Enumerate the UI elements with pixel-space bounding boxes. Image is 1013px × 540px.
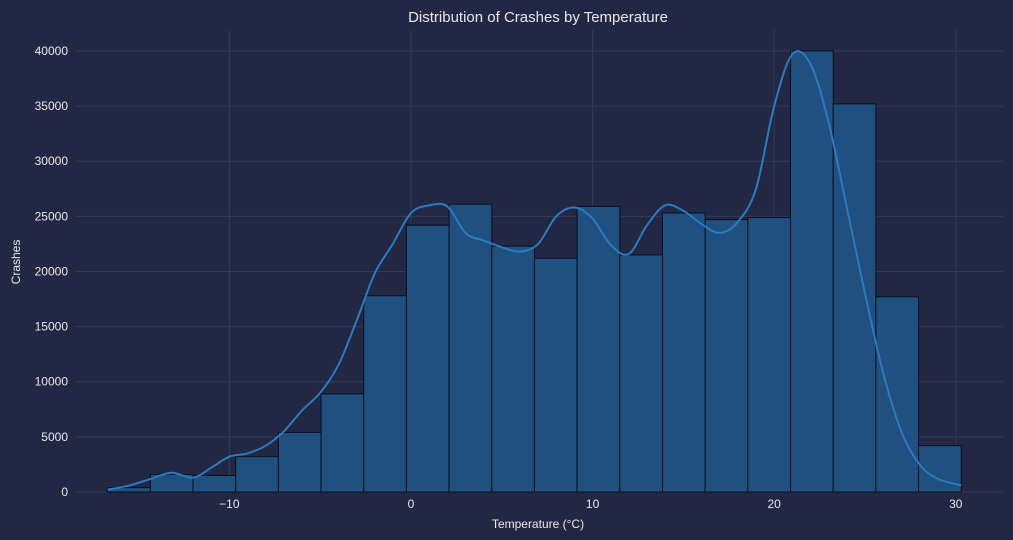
histogram-bar [277, 431, 322, 493]
x-tick-label: 30 [949, 497, 963, 511]
y-tick-labels: 0 5000 10000 15000 20000 25000 30000 35000 40000 [35, 44, 69, 499]
x-tick-labels: −10 0 10 20 30 [219, 497, 963, 511]
histogram-bar [875, 296, 920, 493]
bars-layer [107, 50, 962, 493]
y-tick-label: 30000 [35, 154, 69, 168]
x-axis-title: Temperature (°C) [492, 517, 584, 531]
x-tick-label: 0 [408, 497, 415, 511]
y-tick-label: 15000 [35, 320, 69, 334]
histogram-bar [533, 257, 578, 493]
histogram-bar [448, 203, 493, 493]
kde-curve [107, 50, 962, 491]
x-tick-label: −10 [219, 497, 240, 511]
histogram-bar [192, 474, 237, 493]
histogram-bar [747, 216, 792, 493]
histogram-bar [661, 212, 706, 493]
y-tick-label: 10000 [35, 375, 69, 389]
histogram-bar [790, 50, 834, 493]
y-tick-label: 5000 [41, 430, 68, 444]
histogram-bar [405, 224, 450, 493]
histogram-bar [918, 445, 962, 493]
histogram-bar [320, 393, 365, 493]
kde-layer [107, 50, 962, 491]
y-tick-label: 25000 [35, 209, 69, 223]
histogram-bar [832, 103, 877, 493]
histogram-bar [576, 205, 621, 493]
y-tick-label: 35000 [35, 99, 69, 113]
x-tick-label: 10 [586, 497, 600, 511]
histogram-bar [235, 456, 279, 493]
y-tick-label: 0 [61, 485, 68, 499]
histogram-bar [619, 254, 663, 493]
histogram-bar [704, 219, 749, 493]
x-tick-label: 20 [767, 497, 781, 511]
y-tick-label: 20000 [35, 264, 69, 278]
y-axis-title: Crashes [9, 240, 23, 285]
y-tick-label: 40000 [35, 44, 69, 58]
chart-title: Distribution of Crashes by Temperature [408, 9, 668, 26]
histogram-bar [491, 245, 535, 493]
histogram-bar [363, 295, 407, 493]
